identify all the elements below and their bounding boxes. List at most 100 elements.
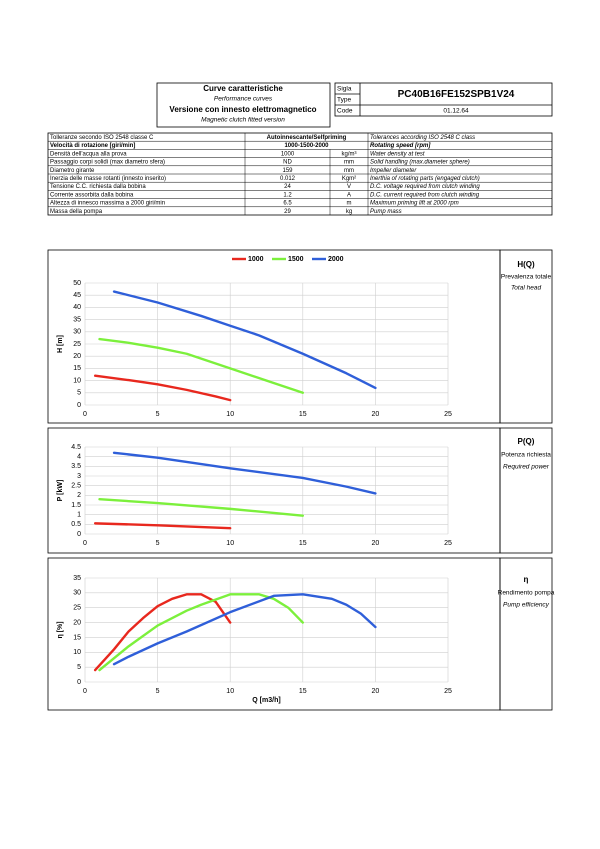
y-tick-label: 35 bbox=[73, 316, 81, 323]
y-tick-label: 0.5 bbox=[71, 521, 81, 528]
frames bbox=[156, 82, 553, 128]
x-axis-label: Q [m3/h] bbox=[252, 697, 280, 704]
table-cell: Tensione C.C. richiesta dalla bobina bbox=[50, 184, 146, 190]
y-tick-label: 0 bbox=[77, 679, 81, 686]
table-cell: Massa della pompa bbox=[50, 209, 103, 215]
curve bbox=[98, 498, 304, 517]
x-tick-label: 25 bbox=[444, 411, 452, 418]
x-tick-label: 5 bbox=[156, 411, 160, 418]
chart-title: η bbox=[524, 575, 529, 584]
chart-title: H(Q) bbox=[517, 260, 535, 269]
panel-side bbox=[499, 427, 553, 554]
x-tick-label: 0 bbox=[83, 688, 87, 695]
x-tick-label: 20 bbox=[372, 540, 380, 547]
doc-title-en: Performance curves bbox=[214, 96, 273, 103]
table-cell: Inerzia delle masse rotanti (innesto ins… bbox=[50, 176, 166, 182]
curve bbox=[98, 337, 304, 394]
table-cell: Corrente assorbita dalla bobina bbox=[50, 192, 134, 198]
id-box bbox=[334, 82, 553, 117]
x-tick-label: 5 bbox=[156, 688, 160, 695]
table-cell: 24 bbox=[284, 184, 291, 190]
y-tick-label: 3.5 bbox=[71, 463, 81, 470]
table-cell: Passaggio corpi solidi (max diametro sfe… bbox=[50, 160, 165, 166]
chart-subtitle: Potenza richiesta bbox=[501, 452, 551, 459]
chart-subtitle: Prevalenza totale bbox=[501, 274, 552, 281]
y-tick-label: 4 bbox=[77, 454, 81, 461]
curve bbox=[93, 593, 232, 672]
y-axis-label: P [kW] bbox=[57, 480, 64, 502]
table-cell: 29 bbox=[284, 209, 291, 215]
panel-side bbox=[499, 557, 553, 711]
x-tick-label: 20 bbox=[372, 411, 380, 418]
table-cell: A bbox=[347, 192, 351, 198]
table-cell: Solid handling (max.diameter sphere) bbox=[370, 160, 470, 166]
table-cell: Tolleranze secondo ISO 2548 classe C bbox=[50, 135, 154, 141]
table-cell: Altezza di innesco massima a 2000 giri/m… bbox=[50, 201, 165, 207]
curve bbox=[93, 374, 232, 402]
table-cell: mm bbox=[344, 168, 354, 174]
x-tick-label: 0 bbox=[83, 540, 87, 547]
legend-label: 2000 bbox=[328, 256, 344, 263]
table-cell: Rotating speed [rpm] bbox=[370, 143, 431, 149]
y-tick-label: 45 bbox=[73, 292, 81, 299]
table-cell: 1.2 bbox=[283, 192, 292, 198]
doc-subtitle: Versione con innesto elettromagnetico bbox=[169, 105, 316, 114]
y-tick-label: 5 bbox=[77, 390, 81, 397]
y-tick-label: 25 bbox=[73, 341, 81, 348]
table-cell: Autoinnescante/Selfpriming bbox=[267, 135, 347, 141]
y-tick-label: 50 bbox=[73, 280, 81, 287]
y-tick-label: 2.5 bbox=[71, 483, 81, 490]
table-cell: Pump mass bbox=[370, 209, 402, 215]
code: 01.12.64 bbox=[443, 108, 469, 115]
y-tick-label: 3 bbox=[77, 473, 81, 480]
table-cell: Water density at test bbox=[370, 151, 425, 157]
x-tick-label: 10 bbox=[226, 411, 234, 418]
x-tick-label: 15 bbox=[299, 411, 307, 418]
y-tick-label: 15 bbox=[73, 365, 81, 372]
x-tick-label: 25 bbox=[444, 688, 452, 695]
table-cell: Densità dell'acqua alla prova bbox=[50, 151, 127, 157]
y-tick-label: 4.5 bbox=[71, 444, 81, 451]
table-cell: 1000 bbox=[281, 151, 295, 157]
table-cell: Tolerances according ISO 2548 C class bbox=[370, 135, 475, 141]
table-cell: kg bbox=[346, 209, 352, 215]
table-cell: Kgm² bbox=[342, 176, 356, 182]
y-tick-label: 20 bbox=[73, 353, 81, 360]
table-cell: kg/m³ bbox=[342, 151, 357, 157]
table-cell: Maximum priming lift at 2000 rpm bbox=[370, 201, 459, 207]
table-cell: 1000-1500-2000 bbox=[284, 143, 329, 149]
legend-label: 1000 bbox=[248, 256, 264, 263]
label: Sigla bbox=[337, 86, 352, 93]
y-tick-label: 30 bbox=[73, 329, 81, 336]
y-tick-label: 1 bbox=[77, 512, 81, 519]
table-cell: Inerthia of rotating parts (engaged clut… bbox=[370, 176, 480, 182]
x-tick-label: 10 bbox=[226, 688, 234, 695]
table-cell: 6.5 bbox=[283, 201, 292, 207]
legend-label: 1500 bbox=[288, 256, 304, 263]
label: Code bbox=[337, 108, 353, 115]
y-tick-label: 0 bbox=[77, 531, 81, 538]
x-tick-label: 25 bbox=[444, 540, 452, 547]
y-axis-label: η [%] bbox=[57, 621, 64, 638]
table-cell: D.C. voltage required from clutch windin… bbox=[370, 184, 480, 190]
y-tick-label: 10 bbox=[73, 649, 81, 656]
chart-subtitle-en: Pump efficiency bbox=[503, 602, 550, 609]
x-tick-label: 10 bbox=[226, 540, 234, 547]
title-box bbox=[156, 82, 331, 128]
table-cell: Impeller diameter bbox=[370, 168, 417, 174]
curve bbox=[93, 522, 232, 530]
panel bbox=[47, 249, 501, 424]
table-cell: 159 bbox=[282, 168, 293, 174]
table-cell: D.C. current required from clutch windin… bbox=[370, 192, 480, 198]
y-tick-label: 10 bbox=[73, 377, 81, 384]
x-tick-label: 5 bbox=[156, 540, 160, 547]
table-cell: V bbox=[347, 184, 351, 190]
panel bbox=[47, 557, 501, 711]
y-axis-label: H [m] bbox=[57, 335, 64, 353]
y-tick-label: 2 bbox=[77, 492, 81, 499]
curve bbox=[112, 451, 377, 495]
y-tick-label: 15 bbox=[73, 634, 81, 641]
table-cell: mm bbox=[344, 160, 354, 166]
y-tick-label: 30 bbox=[73, 590, 81, 597]
